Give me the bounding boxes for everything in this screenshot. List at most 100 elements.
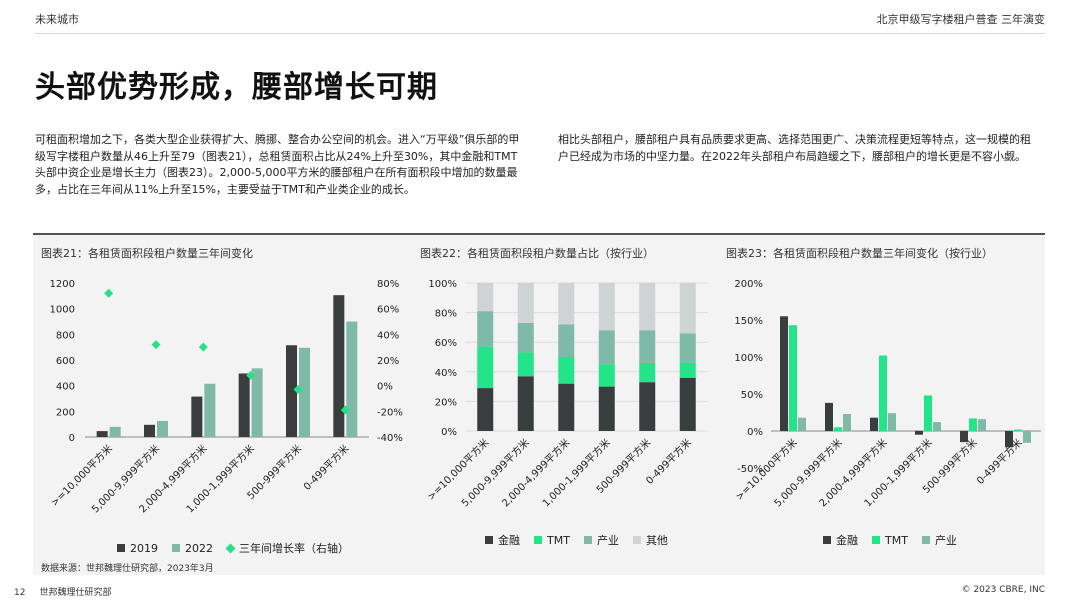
bar--3 (933, 422, 941, 431)
legend-swatch-other (632, 536, 641, 544)
bar-2019-2 (191, 396, 203, 437)
y-tick-label: -50% (737, 464, 763, 475)
bar-TMT-1 (517, 352, 534, 377)
bar--5 (1023, 431, 1031, 443)
bar-2019-1 (144, 424, 155, 437)
bar-TMT-3 (924, 395, 932, 431)
y-tick-label: 0 (69, 433, 75, 444)
bar-TMT-2 (879, 355, 887, 431)
bar--1 (517, 322, 534, 353)
legend-label-finance: 金融 (498, 534, 520, 547)
bar--1 (517, 283, 534, 323)
bar-2019-3 (238, 373, 250, 437)
bar--1 (825, 402, 833, 431)
growth-marker-5 (340, 405, 350, 415)
legend-label-finance: 金融 (836, 534, 858, 547)
bar--2 (558, 383, 575, 431)
chart21-svg: 1200 1000 800 600 400 200 0 80% 60% 40% 20% 0% -20% -… (48, 279, 403, 515)
legend-label-industry: 产业 (934, 534, 957, 547)
legend-swatch-tmt (534, 536, 542, 544)
bar-TMT-2 (558, 357, 575, 384)
y-tick-label: 60% (435, 338, 457, 349)
bar--4 (639, 283, 656, 331)
bar-2019-4 (286, 345, 297, 437)
bar-TMT-4 (639, 362, 656, 383)
legend-label-2022: 2022 (185, 541, 213, 555)
legend-label-2019: 2019 (130, 541, 158, 555)
chart21-legend: 2019 2022 三年间增长率（右轴） (117, 540, 349, 556)
x-tick-label: 0-499平方米 (300, 442, 351, 493)
y-tick-label: 0% (747, 427, 763, 438)
bar--2 (870, 417, 878, 431)
chart23-title: 图表23：各租赁面积段租户数量三年间变化（按行业） (726, 247, 993, 260)
legend-swatch-finance (485, 536, 493, 544)
data-source-note: 数据来源：世邦魏理仕研究部，2023年3月 (41, 564, 214, 574)
legend-swatch-2019 (117, 544, 125, 552)
y-tick-label: 100% (428, 279, 457, 290)
y-tick-label: 1000 (50, 305, 75, 316)
y2-tick-label: 40% (377, 330, 399, 341)
y2-tick-label: 60% (377, 305, 399, 316)
legend-swatch-finance (823, 536, 831, 544)
y-tick-label: 100% (734, 353, 763, 364)
bar--3 (598, 330, 615, 365)
body-paragraph-right: 相比头部租户，腰部租户具有品质要求更高、选择范围更广、决策流程更短等特点，这一规… (558, 133, 1031, 163)
bar-TMT-1 (834, 427, 842, 431)
y-tick-label: 0% (441, 427, 457, 438)
header-report-title: 北京甲级写字楼租户普查 三年演变 (876, 13, 1046, 26)
bar--5 (1005, 431, 1013, 448)
bar-2022-4 (299, 347, 310, 437)
legend-label-growth: 三年间增长率（右轴） (239, 542, 349, 555)
chart23-svg: 200%150%100%50%0%-50%>=10,000平方米5,000-9,… (733, 279, 1041, 509)
y2-tick-label: -20% (377, 407, 403, 418)
y-tick-label: 80% (435, 309, 457, 320)
chart22-legend: 金融 TMT 产业 其他 (485, 532, 668, 548)
bar--4 (960, 431, 968, 443)
growth-marker-2 (198, 342, 208, 352)
bar--0 (798, 417, 806, 431)
growth-marker-3 (246, 370, 256, 380)
bar--4 (639, 382, 656, 431)
bar--2 (558, 283, 575, 325)
bar-TMT-5 (1014, 429, 1022, 431)
footer-copyright: © 2023 CBRE, INC (961, 585, 1045, 595)
chart23-legend: 金融 TMT 产业 (823, 532, 957, 548)
bar--0 (477, 283, 494, 312)
bar--5 (679, 333, 696, 363)
bar--4 (639, 330, 656, 363)
bar--1 (843, 413, 851, 431)
y-tick-label: 400 (56, 382, 75, 393)
bar-TMT-0 (789, 325, 797, 431)
y-tick-label: 150% (734, 316, 763, 327)
bar--3 (598, 386, 615, 431)
legend-label-industry: 产业 (596, 534, 619, 547)
bar--5 (679, 283, 696, 334)
growth-marker-1 (151, 340, 161, 350)
bar--3 (598, 283, 615, 331)
legend-diamond-growth (225, 543, 236, 553)
y-tick-label: 20% (435, 397, 457, 408)
bar-2019-0 (96, 431, 108, 437)
legend-label-tmt: TMT (547, 533, 570, 547)
header-section-name: 未来城市 (35, 13, 79, 26)
y-tick-label: 40% (435, 368, 457, 379)
page-title: 头部优势形成，腰部增长可期 (35, 70, 438, 105)
y2-tick-label: 20% (377, 356, 399, 367)
footer-dept: 世邦魏理仕研究部 (39, 588, 112, 598)
bar-2022-1 (157, 420, 168, 437)
header-divider (35, 33, 1045, 34)
chart22-title: 图表22：各租赁面积段租户数量占比（按行业） (420, 247, 654, 260)
y-tick-label: 50% (741, 390, 763, 401)
x-tick-label: 0-499平方米 (974, 436, 1025, 487)
y-tick-label: 200 (56, 407, 75, 418)
charts-panel: 图表21：各租赁面积段租户数量三年间变化 图表22：各租赁面积段租户数量占比（按… (33, 233, 1045, 575)
legend-swatch-2022 (172, 544, 180, 552)
bar-TMT-4 (969, 418, 977, 431)
y-tick-label: 800 (56, 330, 75, 341)
bar--2 (558, 324, 575, 357)
chart22-svg: 100%80%60%40%20%0%>=10,000平方米5,000-9,999… (424, 279, 708, 509)
y2-tick-label: -40% (377, 433, 403, 444)
bar--0 (780, 316, 788, 431)
bar-2022-2 (204, 383, 216, 437)
bar-TMT-5 (679, 362, 696, 378)
